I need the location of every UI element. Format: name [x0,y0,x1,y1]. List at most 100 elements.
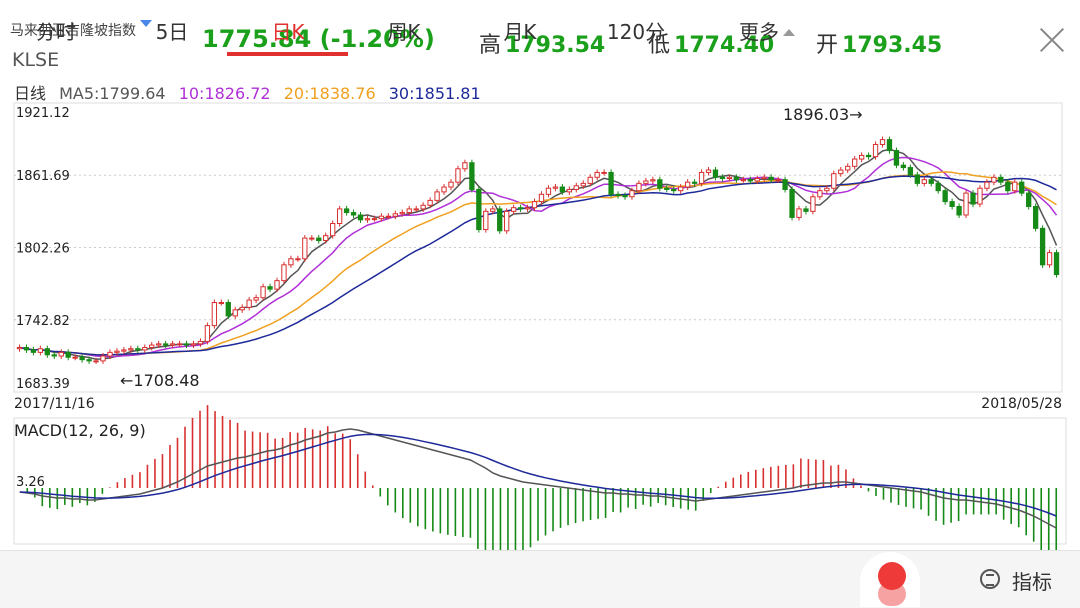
candle-up [142,346,148,351]
kline-chart[interactable]: 1921.12 1861.69 1802.26 1742.82 1683.39 1896… [0,0,1080,550]
candle-down [86,359,92,362]
candle-up [72,356,78,359]
candle-down [65,351,71,358]
candlestick-series [16,136,1060,364]
candle-up [629,190,635,198]
candle-up [796,208,802,218]
macd-zero-label: 3.26 [16,475,45,490]
candle-up [636,182,642,192]
candle-up [455,168,461,183]
tab-intraday[interactable]: 分时 [36,20,76,44]
candle-up [810,196,816,212]
candle-up [274,280,280,290]
candle-down [267,286,273,290]
candle-down [469,162,475,190]
candle-down [1039,227,1046,266]
y-tick-label: 1861.69 [16,169,70,184]
active-tab-indicator [227,52,348,56]
candle-down [782,179,788,190]
candle-up [510,207,517,212]
candle-up [156,343,162,346]
tab-more[interactable]: 更多 [722,16,812,45]
y-tick-label: 1742.82 [16,314,70,329]
candle-up [754,178,760,182]
candle-up [149,344,155,348]
candle-up [427,199,433,206]
open-stat: 开 1793.45 [816,27,942,59]
y-tick-label: 1921.12 [16,106,70,121]
candle-down [733,176,740,181]
tab-5day[interactable]: 5日 [155,20,189,44]
macd-frame [13,417,1067,545]
price-grid [13,102,1063,393]
candle-down [691,181,698,184]
candle-up [483,210,489,231]
candle-up [246,299,252,308]
candle-up [399,212,405,215]
candle-up [100,355,106,362]
ma10-value: 10:1826.72 [178,84,271,103]
candle-up [330,222,336,237]
candle-up [831,173,837,189]
candle-up [963,192,969,216]
candle-down [622,195,628,198]
dropdown-triangle-icon[interactable] [140,20,152,27]
candle-up [93,360,99,363]
candle-up [448,181,454,188]
candle-down [1032,205,1039,229]
y-tick-label: 1802.26 [16,241,70,256]
high-stat: 高 1793.54 [479,27,605,59]
dea-line [19,433,1057,517]
tab-monthly-k[interactable]: 月K [503,20,537,44]
candle-up [1012,181,1018,192]
candle-up [775,179,781,182]
candle-up [336,208,343,224]
candle-down [893,150,900,166]
ma-legend: 日线 MA5:1799.64 10:1826.72 20:1838.76 30:… [14,80,489,104]
candle-up [838,169,844,175]
open-label: 开 [816,33,839,58]
dif-line [19,428,1057,529]
ma10-line [19,156,1058,358]
candle-up [121,349,127,352]
indicator-button[interactable]: 指标 [1012,570,1052,594]
candle-up [441,186,447,193]
candle-down [1005,181,1011,192]
market-name[interactable]: 马来西亚吉隆坡指数 [10,23,136,39]
candle-down [497,208,503,232]
candle-up [37,348,44,353]
candle-up [462,162,468,170]
current-price: 1775.84 (-1.20%) [202,25,435,53]
candle-down [935,182,941,192]
candle-up [232,309,238,317]
candle-down [998,176,1004,183]
candle-down [942,190,948,203]
candle-up [371,218,378,221]
candle-up [114,350,120,353]
candle-up [761,176,767,180]
tab-weekly-k[interactable]: 周K [387,20,421,44]
candle-up [566,188,572,193]
candle-down [719,176,726,180]
candle-up [984,181,990,189]
candle-up [921,179,927,184]
candle-down [30,349,37,353]
candle-up [323,235,329,242]
tab-daily-k[interactable]: 日K [271,20,305,44]
candle-up [218,302,224,305]
indicator-icon[interactable] [980,569,1000,589]
candle-down [343,208,350,214]
candle-up [538,193,545,203]
candle-up [587,176,593,184]
tab-120min[interactable]: 120分 [606,20,666,44]
candle-up [253,297,259,301]
candle-up [128,348,134,351]
candle-up [58,351,64,357]
macd-lines [19,428,1057,529]
low-value: 1774.40 [674,33,775,58]
candle-down [803,208,809,212]
candle-down [517,207,524,210]
ma5-line [19,148,1058,360]
candle-down [768,176,774,181]
candle-up [107,351,113,357]
